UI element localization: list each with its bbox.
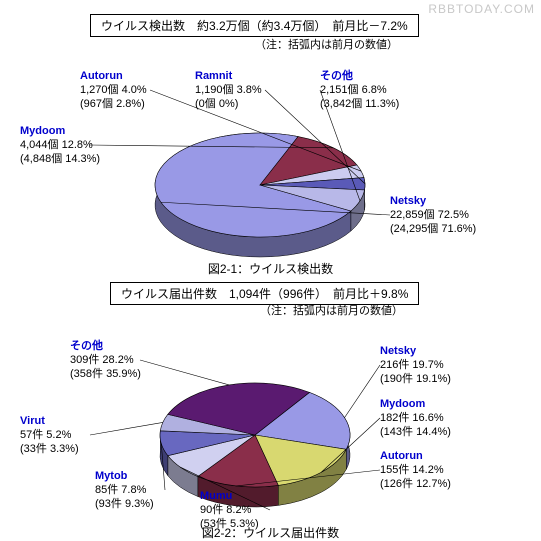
slice-label-virut: Virut57件 5.2%(33件 3.3%)	[20, 415, 79, 456]
slice-label-mydoom: Mydoom182件 16.6%(143件 14.4%)	[380, 398, 451, 439]
chart2-caption: 図2-2：ウイルス届出件数	[0, 524, 541, 541]
slice-label-other: その他309件 28.2%(358件 35.9%)	[70, 340, 141, 381]
slice-label-autorun: Autorun155件 14.2%(126件 12.7%)	[380, 450, 451, 491]
chart2-pie	[0, 0, 541, 540]
slice-label-mytob: Mytob85件 7.8%(93件 9.3%)	[95, 470, 154, 511]
slice-label-netsky: Netsky216件 19.7%(190件 19.1%)	[380, 345, 451, 386]
